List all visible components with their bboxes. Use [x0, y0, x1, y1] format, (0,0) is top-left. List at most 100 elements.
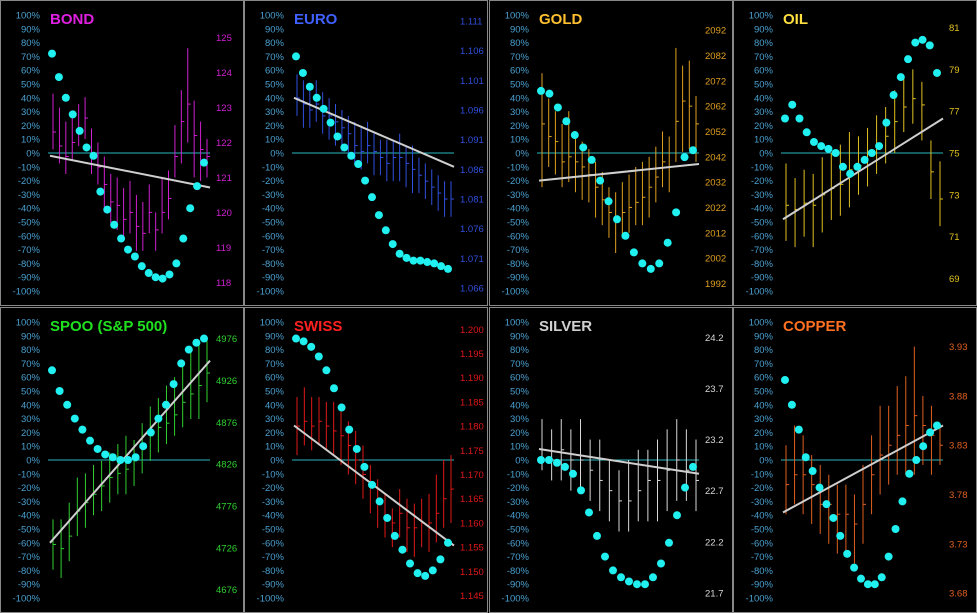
- y-tick-label-right: 1.170: [460, 470, 484, 481]
- y-tick-label-left: -10%: [507, 162, 530, 173]
- oscillator-dot: [146, 428, 155, 437]
- oscillator-dot: [169, 380, 178, 389]
- y-tick-label-right: 71: [949, 232, 960, 243]
- y-tick-label-right: 119: [216, 243, 231, 254]
- oscillator-dot: [398, 545, 407, 554]
- y-tick-label-left: -50%: [751, 525, 774, 536]
- y-tick-label-right: 1.195: [460, 349, 484, 360]
- regression-line: [538, 163, 700, 182]
- y-tick-label-left: 80%: [265, 345, 285, 356]
- y-tick-label-left: -90%: [18, 273, 41, 284]
- oscillator-dot: [898, 497, 907, 506]
- oscillator-dot: [354, 160, 363, 169]
- y-tick-label-left: 30%: [510, 107, 530, 118]
- oscillator-dot: [663, 238, 672, 247]
- oscillator-dot: [330, 384, 338, 393]
- y-tick-label-right: 1.086: [460, 165, 484, 176]
- y-tick-label-left: 40%: [21, 400, 41, 411]
- oscillator-dot: [638, 259, 647, 268]
- y-tick-label-left: 90%: [510, 331, 530, 342]
- oscillator-dot: [388, 240, 397, 249]
- y-tick-label-left: -90%: [507, 580, 530, 591]
- oscillator-dot: [553, 103, 562, 112]
- oscillator-dot: [340, 143, 349, 152]
- y-tick-label-left: -30%: [751, 190, 774, 201]
- chart-title: SWISS: [294, 318, 342, 335]
- oscillator-dot: [585, 508, 593, 517]
- y-tick-label-left: 0%: [270, 456, 284, 467]
- oscillator-dot: [795, 114, 804, 123]
- oscillator-dot: [368, 193, 376, 202]
- y-tick-label-left: 90%: [21, 24, 41, 35]
- y-tick-label-left: 10%: [265, 135, 285, 146]
- oscillator-dot: [829, 513, 838, 522]
- oscillator-dot: [633, 580, 641, 589]
- y-tick-label-right: 1.101: [460, 76, 484, 87]
- y-tick-label-right: 1.160: [460, 518, 484, 529]
- panel-border: [244, 0, 488, 306]
- oscillator-dot: [569, 469, 577, 478]
- y-tick-label-left: -70%: [18, 245, 41, 256]
- oscillator-dot: [89, 151, 98, 160]
- y-tick-label-right: 4726: [216, 543, 237, 554]
- y-tick-label-left: -100%: [746, 594, 774, 605]
- oscillator-dot: [374, 211, 383, 220]
- oscillator-dot: [809, 137, 818, 146]
- oscillator-dot: [108, 453, 117, 462]
- y-tick-label-left: 100%: [749, 318, 774, 329]
- chart-title: GOLD: [539, 11, 582, 28]
- chart-title: EURO: [294, 11, 338, 28]
- y-tick-label-right: 77: [949, 107, 960, 118]
- y-tick-label-left: -50%: [262, 525, 285, 536]
- y-tick-label-right: 123: [216, 103, 232, 114]
- oscillator-dot: [78, 425, 87, 434]
- y-tick-label-left: -50%: [262, 218, 285, 229]
- oscillator-dot: [545, 456, 553, 464]
- y-tick-label-left: -40%: [751, 204, 774, 215]
- y-tick-label-left: 40%: [510, 400, 530, 411]
- y-tick-label-right: 2072: [705, 76, 726, 87]
- y-tick-label-left: 10%: [754, 442, 774, 453]
- y-tick-label-right: 21.7: [705, 588, 724, 599]
- oscillator-dot: [200, 158, 208, 167]
- oscillator-dot: [139, 442, 148, 451]
- oscillator-dot: [933, 68, 941, 77]
- y-tick-label-left: 40%: [265, 93, 285, 104]
- y-tick-label-left: 100%: [749, 11, 774, 22]
- oscillator-dot: [857, 574, 865, 583]
- y-tick-label-right: 1.076: [460, 224, 484, 235]
- oscillator-dot: [61, 93, 70, 102]
- y-tick-label-left: 0%: [759, 149, 773, 160]
- oscillator-dot: [545, 89, 554, 98]
- oscillator-dot: [333, 132, 342, 141]
- oscillator-dot: [870, 580, 879, 589]
- oscillator-dot: [383, 513, 392, 522]
- y-tick-label-right: 1.106: [460, 46, 484, 57]
- y-tick-label-right: 4826: [216, 460, 237, 471]
- oscillator-dot: [390, 531, 399, 540]
- y-tick-label-right: 3.83: [949, 441, 968, 452]
- y-tick-label-left: -100%: [13, 594, 41, 605]
- oscillator-dot: [124, 245, 132, 254]
- oscillator-dot: [657, 559, 665, 568]
- y-tick-label-right: 1.071: [460, 254, 484, 265]
- oscillator-dot: [817, 142, 826, 151]
- oscillator-dot: [617, 573, 625, 582]
- y-tick-label-left: 80%: [21, 38, 41, 49]
- y-tick-label-right: 1.165: [460, 494, 484, 505]
- oscillator-dot: [808, 467, 817, 476]
- oscillator-dot: [345, 425, 354, 434]
- y-tick-label-left: -50%: [751, 218, 774, 229]
- oscillator-dot: [437, 262, 446, 271]
- y-tick-label-left: -30%: [751, 497, 774, 508]
- y-tick-label-left: 70%: [754, 359, 774, 370]
- y-tick-label-left: 70%: [21, 359, 41, 370]
- y-tick-label-left: -90%: [751, 273, 774, 284]
- y-tick-label-left: -70%: [18, 552, 41, 563]
- oscillator-dot: [151, 273, 160, 282]
- y-tick-label-left: 80%: [265, 38, 285, 49]
- oscillator-dot: [186, 204, 195, 213]
- oscillator-dot: [912, 456, 921, 464]
- chart-panel-euro: EURO 100% 90% 80% 70% 60% 50% 40% 30% 20% 10% 0% -10…: [244, 0, 488, 306]
- y-tick-label-left: 20%: [21, 428, 41, 439]
